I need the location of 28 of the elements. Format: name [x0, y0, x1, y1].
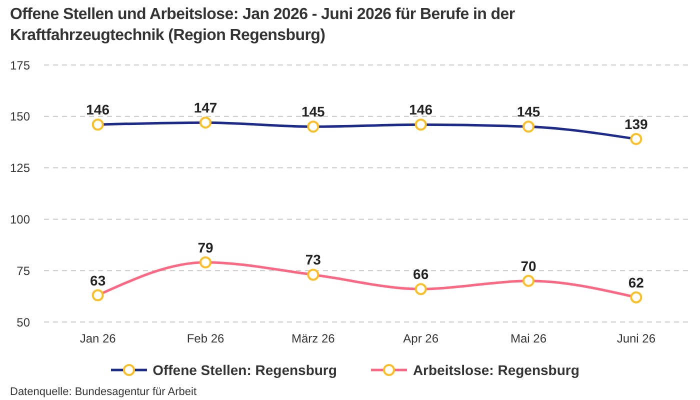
data-label: 63 [90, 272, 106, 288]
y-tick-label: 75 [16, 264, 30, 278]
text: Datenquelle: Bundesagentur für Arbeit [10, 386, 197, 398]
data-label: 79 [198, 239, 214, 256]
x-tick-label: Jan 26 [80, 332, 116, 346]
data-label: 145 [301, 104, 326, 120]
x-tick-label: Feb 26 [186, 332, 225, 346]
data-label: 147 [194, 100, 218, 116]
data-label: 62 [628, 274, 644, 290]
y-tick-label: 50 [16, 315, 30, 330]
data-label: 139 [624, 116, 648, 132]
x-tick-label: März 26 [291, 332, 336, 346]
y-tick-label: 175 [10, 58, 30, 72]
data-label: 70 [520, 258, 536, 274]
data-label: 73 [305, 252, 322, 268]
legend-label: Offene Stellen: Regensburg [152, 362, 337, 378]
data-label: 146 [409, 102, 433, 118]
legend-label: Arbeitslose: Regensburg [412, 362, 580, 378]
x-tick-label: Apr 26 [403, 332, 439, 346]
data-label: 66 [413, 266, 429, 282]
y-tick-label: 100 [10, 212, 30, 226]
x-tick-label: Juni 26 [616, 332, 656, 346]
y-tick-label: 125 [10, 161, 30, 176]
y-tick-label: 150 [10, 110, 30, 124]
data-label: 145 [516, 104, 540, 120]
x-tick-label: Mai 26 [510, 332, 547, 346]
chart-title: Offene Stellen und Arbeitslose: Jan 2026 - Juni 2026 für Berufe in der Kraftfahrzeugtechnik (Region Regensburg) [10, 5, 516, 46]
data-label: 146 [86, 102, 110, 118]
